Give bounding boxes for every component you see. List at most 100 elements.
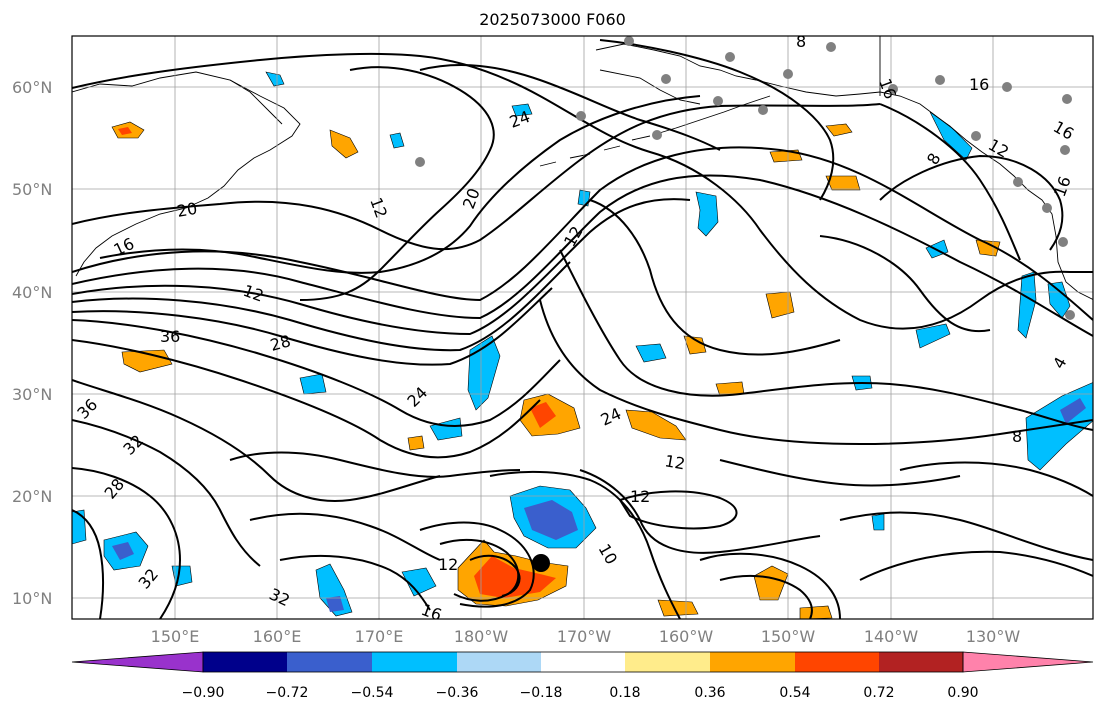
contour-line	[229, 451, 521, 478]
shade-patch	[871, 513, 885, 531]
shade-patch	[799, 605, 833, 619]
map-title: 2025073000 F060	[479, 10, 626, 29]
contour-line	[859, 550, 1093, 581]
storm-center-marker	[532, 554, 550, 572]
contour-line	[879, 103, 1021, 261]
colorbar-tick: 0.72	[863, 685, 894, 701]
station-dot	[661, 74, 671, 84]
contour-label: 24	[598, 404, 624, 430]
shade-patch	[265, 71, 285, 87]
contour-line	[72, 103, 881, 251]
contour-line	[72, 52, 1093, 330]
station-dot	[971, 131, 981, 141]
station-dot	[652, 130, 662, 140]
lon-label: 170°W	[557, 627, 612, 646]
shade-patch	[915, 323, 951, 349]
shade-patch	[1060, 398, 1086, 424]
contour-label: 8	[1012, 427, 1022, 446]
shade-patch	[753, 565, 789, 601]
station-dot	[758, 105, 768, 115]
contour-line	[72, 319, 561, 427]
contour-label: 12	[630, 487, 650, 506]
colorbar-bin	[710, 652, 795, 672]
colorbar-bin	[541, 652, 625, 672]
colorbar-high-extend	[962, 651, 1094, 673]
contour-label: 12	[663, 451, 686, 473]
station-dot	[1062, 94, 1072, 104]
station-dot	[826, 42, 836, 52]
coastline-alaska	[595, 43, 1093, 301]
shade-patch	[389, 132, 405, 149]
colorbar-tick: 0.90	[947, 685, 978, 701]
contour-label: 32	[135, 565, 163, 593]
shade-patch	[407, 435, 425, 451]
contour-line	[559, 249, 1093, 431]
contour-line	[619, 490, 738, 530]
colorbar: −0.90 −0.72 −0.54 −0.36 −0.18 0.18 0.36 …	[71, 651, 1094, 701]
colorbar-tick: −0.54	[351, 685, 394, 701]
shade-patch	[635, 343, 667, 363]
station-dot	[725, 52, 735, 62]
contour-label: 20	[459, 186, 484, 212]
contour-line	[839, 511, 1093, 561]
station-markers	[415, 36, 1075, 320]
contour-line	[72, 198, 691, 335]
contour-line	[819, 235, 991, 333]
contour-line	[72, 261, 571, 352]
colorbar-tick: −0.18	[520, 685, 563, 701]
coastline-aleutians	[539, 95, 771, 167]
contour-line	[719, 574, 813, 619]
colorbar-bin	[795, 652, 879, 672]
contour-line	[589, 199, 841, 356]
contour-label: 12	[241, 281, 267, 306]
lon-label: 160°E	[253, 627, 302, 646]
station-dot	[624, 36, 634, 46]
contour-line	[72, 174, 1093, 337]
shade-patch	[825, 123, 853, 137]
station-dot	[783, 69, 793, 79]
contour-label: 8	[796, 32, 806, 51]
colorbar-bin	[625, 652, 710, 672]
colorbar-bin	[372, 652, 457, 672]
shade-patch	[530, 402, 556, 428]
colorbar-frame	[202, 651, 964, 673]
contour-line	[72, 509, 104, 619]
colorbar-tick: 0.18	[609, 685, 640, 701]
colorbar-tick: 0.36	[694, 685, 725, 701]
shade-patch	[474, 556, 556, 598]
colorbar-bin	[287, 652, 372, 672]
contour-line	[99, 95, 701, 274]
lat-label: 10°N	[12, 589, 52, 608]
shading-layer	[72, 71, 1093, 619]
contour-line	[72, 379, 441, 502]
shade-patch	[1025, 382, 1093, 471]
contour-line	[72, 287, 553, 366]
lat-label: 50°N	[12, 180, 52, 199]
shade-patch	[299, 373, 327, 395]
shade-patch	[511, 103, 533, 117]
shade-patch	[326, 596, 344, 612]
lon-label: 150°W	[761, 627, 816, 646]
contour-line	[719, 459, 961, 487]
shade-patch	[118, 127, 132, 135]
colorbar-tick: −0.36	[436, 685, 479, 701]
contour-line	[699, 552, 841, 619]
shade-patch	[524, 500, 578, 540]
contour-label: 12	[985, 135, 1012, 162]
contour-label: 16	[1050, 117, 1077, 144]
colorbar-bin	[879, 652, 963, 672]
contour-line	[72, 467, 181, 619]
contour-label: 16	[1050, 174, 1075, 200]
lon-label: 150°E	[151, 627, 200, 646]
lat-label: 60°N	[12, 78, 52, 97]
lon-axis: 150°E 160°E 170°E 180°W 170°W 160°W 150°…	[151, 627, 1021, 646]
lon-label: 180°W	[454, 627, 509, 646]
contour-line	[599, 39, 835, 201]
coastline-mainland-north	[599, 36, 881, 105]
shade-patch	[401, 567, 437, 597]
station-dot	[935, 75, 945, 85]
contour-line	[419, 521, 535, 608]
station-dot	[1065, 310, 1075, 320]
shade-patch	[112, 542, 134, 560]
contour-line	[899, 461, 1093, 497]
